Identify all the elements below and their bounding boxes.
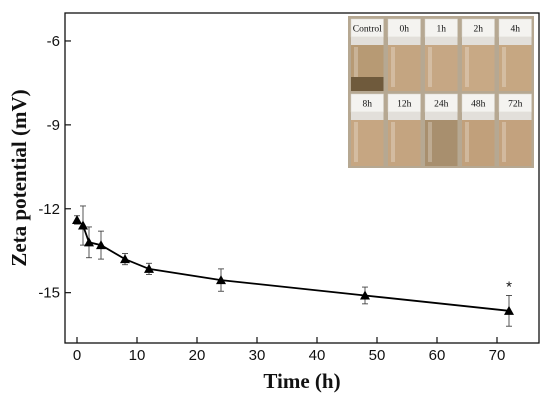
x-tick-label: 60 [429,347,446,364]
series-line [76,219,510,312]
y-tick-label: -6 [47,33,60,50]
plot-frame [64,12,540,344]
vial-cap [425,112,458,120]
data-point [504,305,514,315]
vial: 0h [387,18,421,91]
vial: 12h [387,93,421,166]
vial-label: 8h [363,100,373,110]
vial-glint [465,122,469,162]
data-point [78,220,88,230]
data-point [120,254,130,264]
vial: Control [350,18,384,91]
x-tick-label: 20 [189,347,206,364]
x-axis: 0 10 20 30 40 50 60 70 [73,337,506,364]
vial-cap [351,37,384,45]
x-tick-label: 0 [73,347,81,364]
vial-label: 4h [511,25,521,35]
vial-label: 2h [474,25,484,35]
vial: 2h [461,18,495,91]
data-point [96,240,106,250]
vial-glint [465,47,469,87]
plot-area [64,12,540,344]
vial-liquid [425,120,458,166]
vial-label: 12h [397,100,412,110]
x-axis-title: Time (h) [263,369,340,393]
vial-cap [499,112,532,120]
vial-liquid [462,45,495,91]
vial-label: 48h [471,100,486,110]
vial-liquid [499,120,532,166]
data-point [144,263,154,273]
vial: 8h [350,93,384,166]
vial-liquid [388,45,421,91]
vial-label: Control [353,25,382,35]
vial-cap [462,37,495,45]
vial-label: 24h [434,100,449,110]
y-tick-label: -12 [38,201,60,218]
vial: 24h [424,93,458,166]
vial-cap [388,37,421,45]
vial-glint [391,122,395,162]
vial-glint [502,47,506,87]
vial-glint [502,122,506,162]
y-axis: -6 -9 -12 -15 [38,33,71,302]
vial-glint [428,122,432,162]
vial-label: 1h [437,25,447,35]
y-tick-label: -9 [47,117,60,134]
zeta-series [72,205,514,327]
x-tick-label: 50 [369,347,386,364]
vial: 1h [424,18,458,91]
vial-liquid [462,120,495,166]
vial-label: 0h [400,25,410,35]
vial-sediment [351,77,384,91]
vial-glint [428,47,432,87]
data-point [216,275,226,285]
vial-cap [499,37,532,45]
x-tick-label: 30 [249,347,266,364]
vial-cap [388,112,421,120]
significance-marker: * [506,278,512,295]
vial-glint [391,47,395,87]
vial-liquid [351,120,384,166]
vial: 48h [461,93,495,166]
y-tick-label: -15 [38,285,60,302]
x-tick-label: 10 [129,347,146,364]
annotations: * [506,278,512,295]
vial: 72h [498,93,532,166]
vial-cap [351,112,384,120]
x-tick-label: 40 [309,347,326,364]
data-point [360,290,370,300]
data-point [72,214,82,224]
data-point [84,237,94,247]
vial-glint [354,47,358,87]
vial-liquid [425,45,458,91]
vial-liquid [499,45,532,91]
x-tick-label: 70 [489,347,506,364]
vial-glint [354,122,358,162]
vial-cap [462,112,495,120]
y-axis-title: Zeta potential (mV) [7,89,31,266]
vial-liquid [388,120,421,166]
vial-label: 72h [508,100,523,110]
vial-cap [425,37,458,45]
vial: 4h [498,18,532,91]
vial-photo-inset: Control 0h 1h 2h 4h 8h 12h 24h 48h 72h [348,16,534,168]
